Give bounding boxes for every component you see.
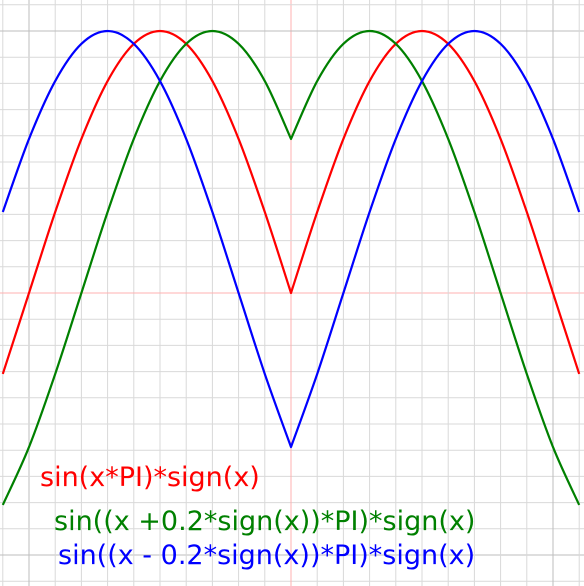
legend-label-red: sin(x*PI)*sign(x) [40,462,260,493]
series-line-2 [1,29,581,449]
legend-label-green: sin((x +0.2*sign(x))*PI)*sign(x) [54,506,475,537]
legend-label-blue: sin((x - 0.2*sign(x))*PI)*sign(x) [58,540,475,571]
series-line-0 [1,29,581,375]
series-line-1 [1,29,581,506]
series-lines [1,29,581,506]
legend: sin(x*PI)*sign(x) sin((x +0.2*sign(x))*P… [40,462,475,571]
